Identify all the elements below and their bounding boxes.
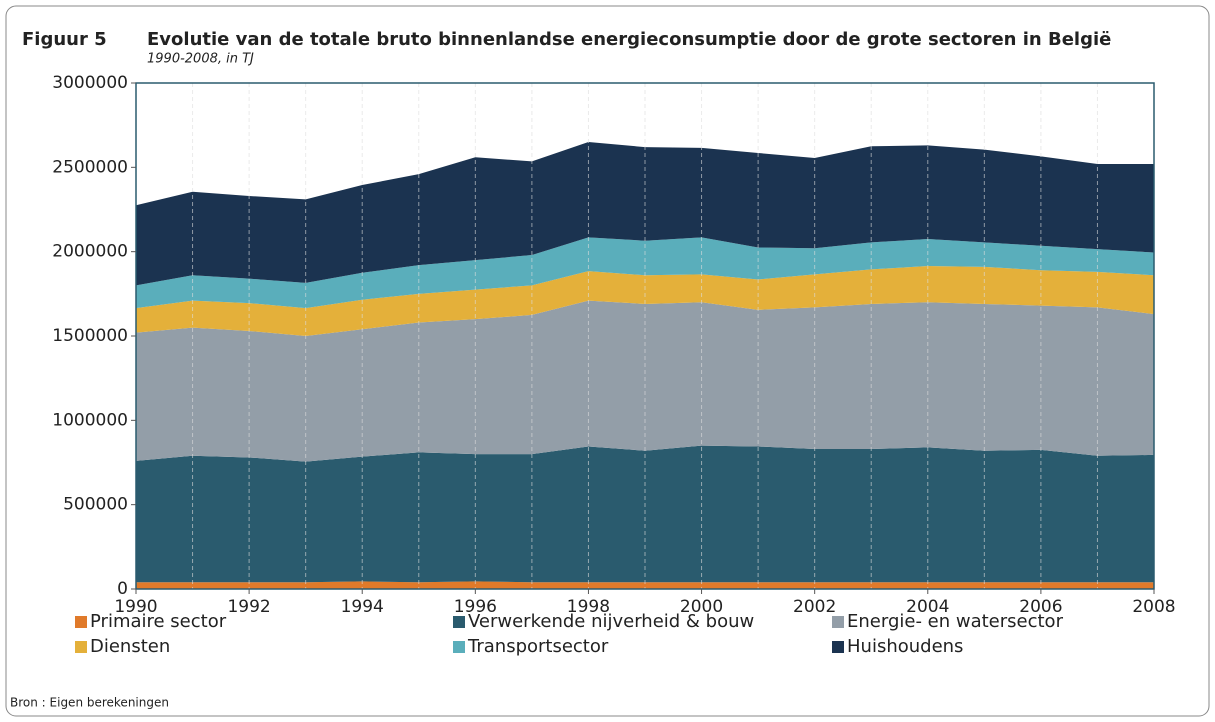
legend-label: Transportsector (467, 636, 609, 657)
y-tick-label: 3000000 (52, 73, 128, 93)
legend-label: Huishoudens (847, 636, 963, 657)
legend-swatch (453, 641, 465, 653)
y-tick-label: 2000000 (52, 242, 128, 262)
frame (5, 5, 1210, 717)
y-tick-label: 1000000 (52, 410, 128, 430)
y-tick-label: 2500000 (52, 157, 128, 177)
legend-label: Primaire sector (90, 611, 227, 632)
x-tick-label: 1994 (341, 597, 384, 617)
legend-swatch (75, 616, 87, 628)
x-tick-label: 1990 (114, 597, 157, 617)
x-tick-label: 2008 (1132, 597, 1175, 617)
legend-label: Diensten (90, 636, 170, 657)
legend-swatch (75, 641, 87, 653)
legend-label: Energie- en watersector (847, 611, 1064, 632)
x-tick-label: 2000 (680, 597, 723, 617)
area (136, 300, 1154, 462)
legend-swatch (453, 616, 465, 628)
y-tick-label: 500000 (63, 495, 128, 515)
chart-subtitle: 1990-2008, in TJ (147, 52, 254, 67)
x-tick-label: 2002 (793, 597, 836, 617)
y-tick-label: 0 (117, 579, 128, 599)
legend-swatch (832, 641, 844, 653)
x-tick-label: 2004 (906, 597, 949, 617)
area (136, 142, 1154, 286)
figure-label: Figuur 5 (22, 29, 107, 50)
area (136, 581, 1154, 589)
y-tick-label: 1500000 (52, 326, 128, 346)
x-tick-label: 1992 (227, 597, 270, 617)
x-tick-label: 1998 (567, 597, 610, 617)
chart-title: Evolutie van de totale bruto binnenlands… (147, 29, 1111, 50)
legend-label: Verwerkende nijverheid & bouw (468, 611, 754, 632)
x-tick-label: 2006 (1019, 597, 1062, 617)
legend-swatch (832, 616, 844, 628)
source: Bron : Eigen berekeningen (10, 696, 169, 710)
x-tick-label: 1996 (454, 597, 497, 617)
